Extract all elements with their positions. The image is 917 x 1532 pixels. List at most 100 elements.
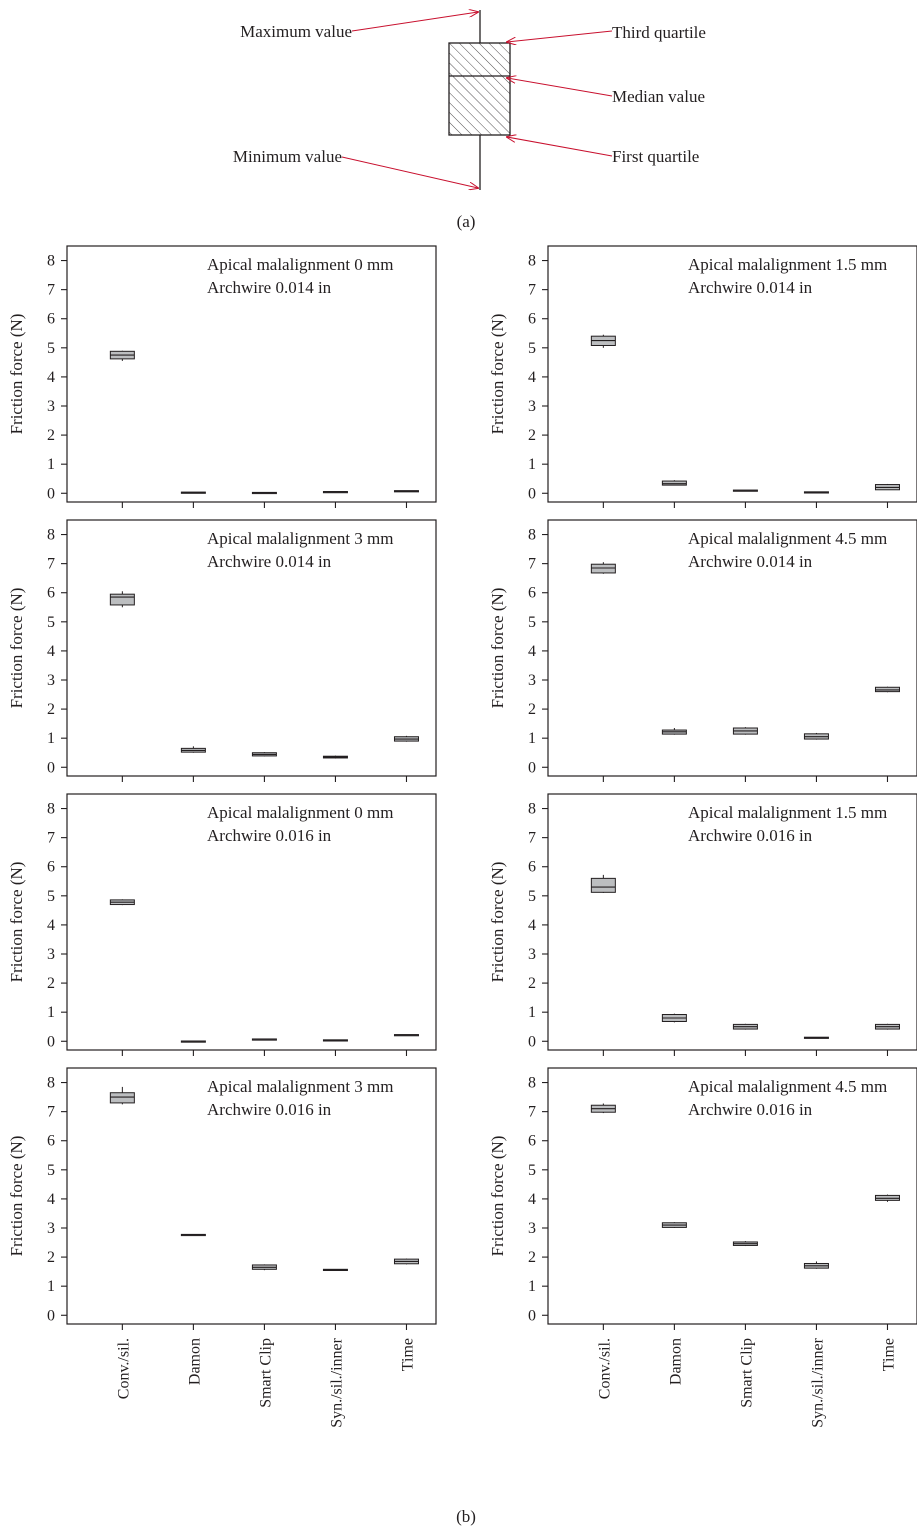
- y-tick-label: 8: [528, 1075, 536, 1092]
- box-Syn./sil./inner: [322, 1268, 348, 1272]
- y-tick-label: 6: [47, 311, 55, 328]
- y-tick-label: 3: [47, 398, 55, 415]
- y-tick-label: 2: [47, 975, 55, 992]
- box-Syn./sil./inner: [322, 491, 348, 494]
- arrow-first-quartile: [507, 137, 613, 157]
- y-axis-label: Friction force (N): [488, 1136, 507, 1257]
- y-tick-label: 8: [47, 1075, 55, 1092]
- y-tick-label: 7: [528, 830, 536, 847]
- y-tick-label: 8: [528, 253, 536, 270]
- chart-panel-3: 0 1 2 3 4 5 6 7 8 Friction force (N) Apical malali…: [7, 519, 437, 782]
- y-axis-label: Friction force (N): [7, 314, 26, 435]
- y-tick-label: 1: [47, 730, 55, 747]
- y-tick-label: 0: [47, 1033, 55, 1050]
- y-tick-label: 8: [47, 801, 55, 818]
- y-tick-label: 1: [528, 1004, 536, 1021]
- annotation-malalignment: Apical malalignment 4.5 mm: [688, 1077, 887, 1096]
- y-tick-label: 4: [47, 643, 55, 660]
- y-tick-label: 3: [528, 946, 536, 963]
- box-Time: [393, 1034, 419, 1037]
- boxplot-legend: Maximum value Third quartile Median valu…: [233, 0, 706, 231]
- box-Conv./sil.: [590, 334, 616, 348]
- y-tick-label: 6: [47, 859, 55, 876]
- y-tick-label: 0: [47, 485, 55, 502]
- y-tick-label: 5: [528, 888, 536, 905]
- x-tick-label: Conv./sil.: [596, 1338, 613, 1399]
- y-tick-label: 5: [47, 340, 55, 357]
- y-axis-label: Friction force (N): [7, 588, 26, 709]
- box-Syn./sil./inner: [803, 1261, 829, 1269]
- plot-frame: [66, 793, 437, 1051]
- y-tick-label: 2: [528, 1249, 536, 1266]
- y-tick-label: 2: [528, 975, 536, 992]
- y-tick-label: 1: [47, 456, 55, 473]
- y-tick-label: 2: [528, 427, 536, 444]
- y-tick-label: 1: [47, 1004, 55, 1021]
- y-axis-label: Friction force (N): [7, 862, 26, 983]
- y-tick-label: 6: [47, 585, 55, 602]
- y-tick-label: 6: [528, 1133, 536, 1150]
- y-tick-label: 7: [47, 1104, 55, 1121]
- box-Damon: [180, 491, 206, 494]
- box-Smart Clip: [732, 1023, 758, 1030]
- y-tick-label: 4: [528, 369, 536, 386]
- annotation-archwire: Archwire 0.014 in: [688, 278, 813, 297]
- y-tick-label: 0: [47, 759, 55, 776]
- y-tick-label: 5: [47, 888, 55, 905]
- box-Smart Clip: [732, 727, 758, 735]
- y-tick-label: 4: [528, 1191, 536, 1208]
- y-axis-label: Friction force (N): [488, 314, 507, 435]
- y-tick-label: 7: [528, 556, 536, 573]
- box-Smart Clip: [251, 491, 277, 495]
- label-first-quartile: First quartile: [612, 147, 699, 166]
- y-tick-label: 6: [528, 585, 536, 602]
- y-tick-label: 1: [528, 1278, 536, 1295]
- y-tick-label: 8: [47, 527, 55, 544]
- arrow-median: [507, 78, 613, 97]
- y-tick-label: 7: [47, 282, 55, 299]
- y-axis-label: Friction force (N): [488, 588, 507, 709]
- y-tick-label: 7: [528, 1104, 536, 1121]
- plot-frame: [66, 1067, 437, 1325]
- iqr-box: [590, 877, 616, 893]
- plot-frame: [66, 245, 437, 503]
- y-tick-label: 6: [47, 1133, 55, 1150]
- annotation-malalignment: Apical malalignment 3 mm: [207, 1077, 394, 1096]
- label-third-quartile: Third quartile: [612, 23, 706, 42]
- panel-label-b: (b): [456, 1507, 476, 1526]
- x-tick-label: Smart Clip: [257, 1338, 274, 1408]
- annotation-archwire: Archwire 0.016 in: [207, 826, 332, 845]
- chart-panel-2: 0 1 2 3 4 5 6 7 8 Friction force (N) Apical malali…: [488, 245, 917, 508]
- x-tick-label: Smart Clip: [738, 1338, 755, 1408]
- x-tick-label: Syn./sil./inner: [328, 1337, 345, 1427]
- y-tick-label: 4: [528, 643, 536, 660]
- box-Smart Clip: [732, 489, 758, 492]
- y-tick-label: 6: [528, 311, 536, 328]
- plot-frame: [547, 519, 917, 777]
- plot-frame: [547, 1067, 917, 1325]
- chart-panel-4: 0 1 2 3 4 5 6 7 8 Friction force (N) Apical malali…: [488, 519, 917, 782]
- plot-frame: [66, 519, 437, 777]
- annotation-malalignment: Apical malalignment 4.5 mm: [688, 529, 887, 548]
- box-Smart Clip: [251, 1264, 277, 1271]
- annotation-malalignment: Apical malalignment 3 mm: [207, 529, 394, 548]
- y-tick-label: 5: [47, 1162, 55, 1179]
- box-Smart Clip: [251, 752, 277, 757]
- annotation-archwire: Archwire 0.016 in: [688, 1100, 813, 1119]
- annotation-archwire: Archwire 0.016 in: [688, 826, 813, 845]
- y-tick-label: 0: [47, 1307, 55, 1324]
- annotation-malalignment: Apical malalignment 0 mm: [207, 255, 394, 274]
- arrow-minimum: [341, 156, 478, 188]
- chart-panel-6: 0 1 2 3 4 5 6 7 8 Friction force (N) Apical malali…: [488, 793, 917, 1056]
- box-Syn./sil./inner: [322, 1039, 348, 1042]
- label-maximum-value: Maximum value: [240, 22, 352, 41]
- y-axis-label: Friction force (N): [488, 862, 507, 983]
- box-Damon: [661, 1013, 687, 1023]
- annotation-archwire: Archwire 0.016 in: [207, 1100, 332, 1119]
- box-Conv./sil.: [590, 562, 616, 574]
- annotation-malalignment: Apical malalignment 0 mm: [207, 803, 394, 822]
- y-tick-label: 0: [528, 1033, 536, 1050]
- y-tick-label: 4: [47, 1191, 55, 1208]
- y-tick-label: 3: [528, 1220, 536, 1237]
- y-tick-label: 5: [528, 1162, 536, 1179]
